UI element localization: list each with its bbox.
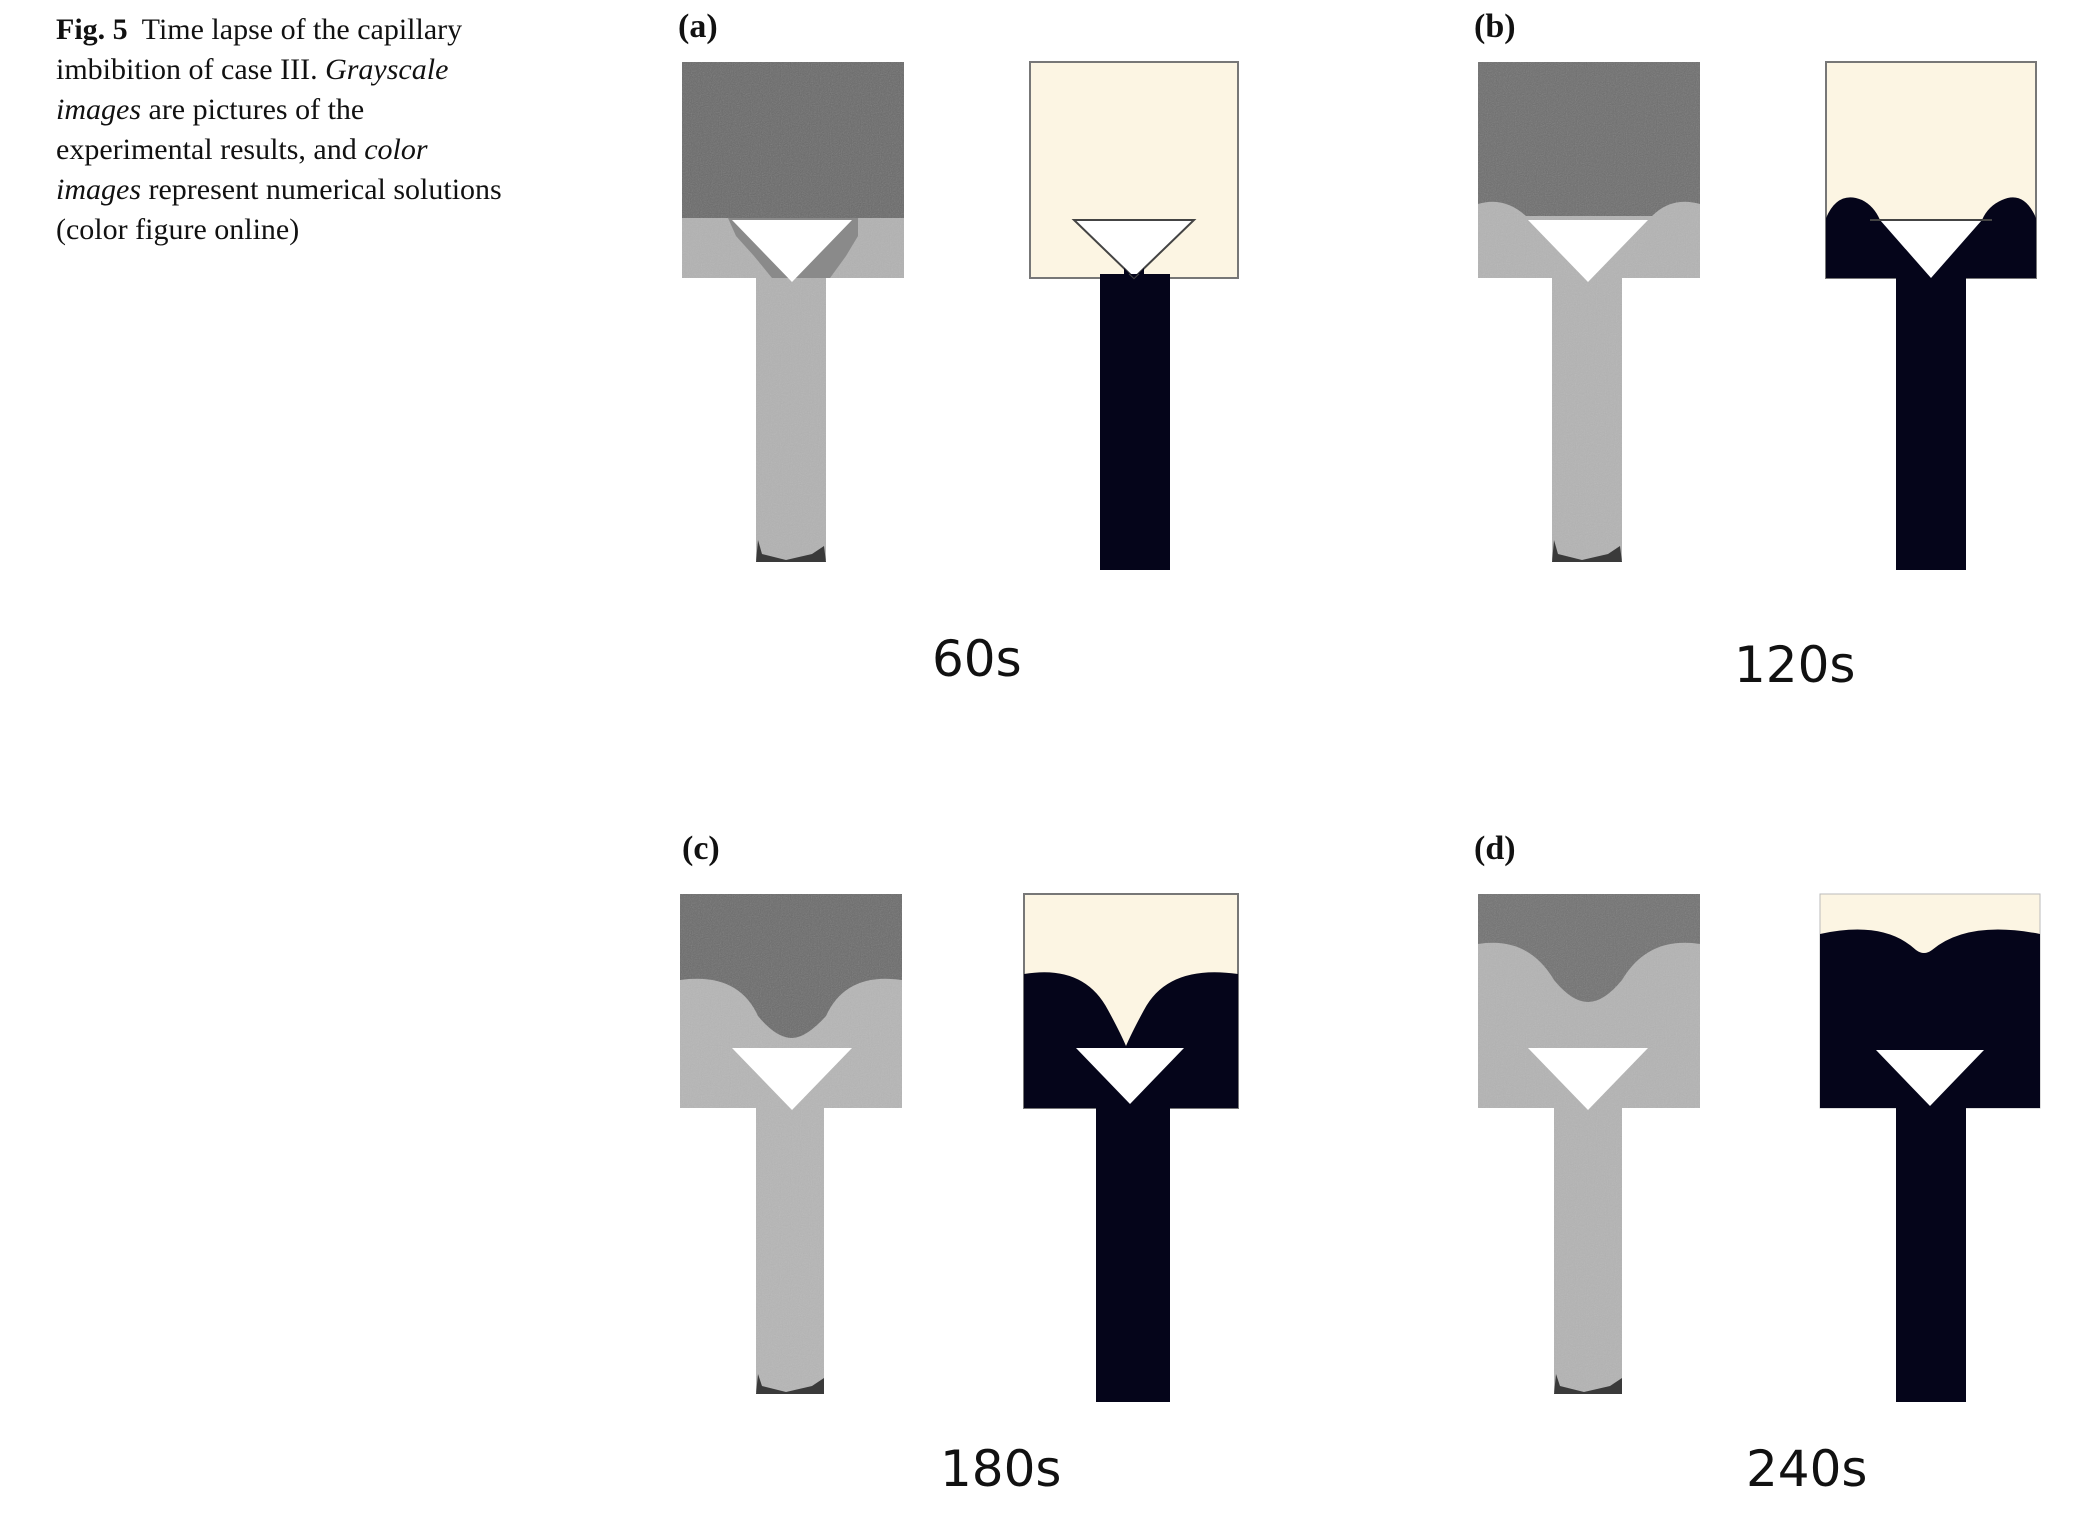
simulation-image-a xyxy=(1029,61,1239,570)
panel-label-d: (d) xyxy=(1474,830,1516,867)
panel-a xyxy=(682,61,1239,570)
time-label-a: 60s xyxy=(932,630,1022,688)
simulation-image-c xyxy=(1023,893,1239,1402)
caption-text-3: represent numerical solutions (color fig… xyxy=(56,173,502,246)
time-label-c: 180s xyxy=(940,1440,1062,1498)
simulation-image-d xyxy=(1819,893,2041,1402)
panel-c xyxy=(680,893,1239,1402)
time-label-b: 120s xyxy=(1734,636,1856,694)
panel-label-a: (a) xyxy=(678,8,718,45)
experiment-image-d xyxy=(1478,894,1700,1394)
panel-d xyxy=(1478,893,2041,1402)
panel-label-c: (c) xyxy=(682,830,720,867)
panel-label-b: (b) xyxy=(1474,8,1516,45)
caption-text-1: Time lapse of the capillary imbibition o… xyxy=(56,13,463,86)
panel-b xyxy=(1478,61,2037,571)
experiment-image-b xyxy=(1478,62,1700,562)
caption-em-1: Grayscale images xyxy=(56,53,449,126)
experiment-image-a xyxy=(682,62,904,562)
caption-em-2: color images xyxy=(56,133,428,206)
time-label-d: 240s xyxy=(1746,1440,1868,1498)
figure-caption: Fig. 5 Time lapse of the capillary imbibi… xyxy=(56,10,506,250)
caption-text-2: are pictures of the experimental results… xyxy=(56,93,365,166)
experiment-image-c xyxy=(680,894,902,1394)
simulation-image-b xyxy=(1825,61,2037,571)
figure-label: Fig. 5 xyxy=(56,13,128,46)
